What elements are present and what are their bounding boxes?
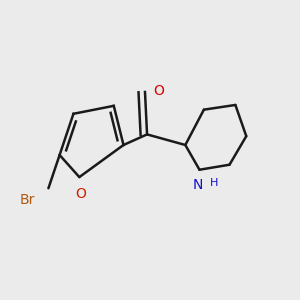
Text: O: O xyxy=(75,187,86,200)
Text: H: H xyxy=(210,178,218,188)
Text: Br: Br xyxy=(20,193,35,207)
Text: O: O xyxy=(153,83,164,98)
Text: N: N xyxy=(193,178,203,192)
